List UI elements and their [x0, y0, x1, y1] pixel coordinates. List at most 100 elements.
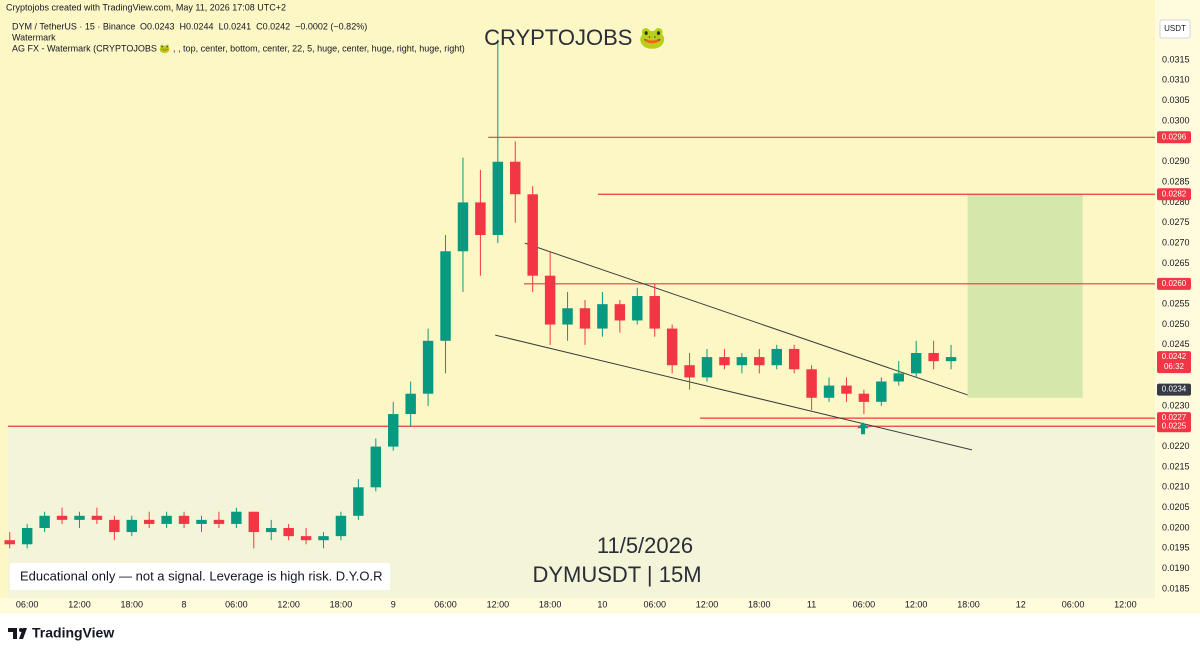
x-tick-label: 18:00	[748, 599, 771, 609]
candle-body	[754, 357, 765, 366]
candle-body	[806, 369, 817, 398]
y-tick-label: 0.0245	[1162, 339, 1190, 349]
candle-body	[928, 353, 939, 362]
price-tag	[1157, 420, 1191, 433]
x-tick-label: 06:00	[643, 599, 666, 609]
y-tick-label: 0.0190	[1162, 563, 1190, 573]
candle-body	[544, 275, 556, 325]
candle-body	[579, 308, 591, 329]
ohlc-value: C0.0242	[256, 21, 290, 31]
ohlc-value: H0.0244	[180, 21, 214, 31]
candle-body	[161, 515, 172, 524]
disclaimer: Educational only — not a signal. Leverag…	[20, 568, 383, 583]
y-tick-label: 0.0285	[1162, 176, 1190, 186]
price-tag-label: 0.0260	[1162, 279, 1187, 288]
candle-body	[74, 515, 85, 520]
y-tick-label: 0.0250	[1162, 319, 1190, 329]
candle-body	[353, 487, 364, 516]
y-tick-label: 0.0255	[1162, 299, 1190, 309]
y-tick-label: 0.0315	[1162, 54, 1190, 64]
candle-body	[684, 365, 695, 378]
trend-line	[524, 242, 968, 396]
x-tick-label: 06:00	[853, 599, 876, 609]
candle-body	[510, 161, 521, 195]
y-tick-label: 0.0290	[1162, 156, 1190, 166]
credit: Cryptojobs created with TradingView.com,…	[6, 2, 286, 12]
candle-body	[475, 202, 486, 235]
candle-body	[666, 328, 678, 366]
disclaimer-box	[10, 563, 390, 590]
x-tick-label: 10	[597, 599, 607, 609]
candle-body	[614, 304, 626, 321]
candle-body	[876, 381, 887, 402]
candle-body	[945, 357, 957, 362]
candle-body	[91, 515, 103, 520]
x-tick-label: 9	[391, 599, 396, 609]
price-tag-label: 0.0282	[1162, 189, 1187, 198]
y-tick-label: 0.0200	[1162, 522, 1190, 532]
x-tick-label: 11	[807, 599, 816, 609]
x-tick-label: 12:00	[277, 599, 300, 609]
y-tick-label: 0.0270	[1162, 237, 1190, 247]
candle-body	[56, 515, 68, 520]
candle-body	[649, 296, 660, 329]
y-tick-label: 0.0195	[1162, 543, 1190, 553]
brand: TradingView	[32, 625, 114, 641]
candle-body	[4, 540, 15, 545]
candle-body	[492, 161, 504, 235]
y-tick-label: 0.0230	[1162, 400, 1190, 410]
y-tick-label: 0.0215	[1162, 461, 1190, 471]
x-tick-label: 12	[1016, 599, 1026, 609]
candle-body	[736, 357, 748, 366]
candle-body	[788, 348, 800, 370]
candle-body	[248, 511, 260, 533]
position-box	[967, 194, 1083, 398]
y-tick-label: 0.0185	[1162, 583, 1190, 593]
price-tag-label: 0.0296	[1162, 132, 1187, 141]
x-tick-label: 12:00	[905, 599, 928, 609]
candle-body	[283, 528, 294, 537]
y-tick-label: 0.0220	[1162, 441, 1190, 451]
candle-body	[109, 519, 120, 533]
ohlc-value: L0.0241	[219, 21, 252, 31]
candle-body	[771, 348, 782, 366]
indicator-detail: AG FX - Watermark (CRYPTOJOBS 🐸 , , top,…	[12, 43, 465, 53]
candle-body	[632, 296, 643, 321]
candle-body	[893, 373, 904, 382]
price-tag	[1157, 383, 1191, 396]
x-tick-label: 06:00	[1062, 599, 1085, 609]
currency-box[interactable]	[1159, 19, 1191, 39]
candle-body	[265, 528, 277, 533]
candle-body	[527, 194, 538, 276]
price-tag	[1157, 277, 1191, 290]
candle-body	[858, 393, 870, 402]
date-text: 11/5/2026	[597, 533, 693, 558]
y-tick-label: 0.0300	[1162, 115, 1190, 125]
candle-body	[440, 251, 451, 341]
candle-body	[841, 385, 852, 394]
x-tick-label: 06:00	[434, 599, 457, 609]
y-tick-label: 0.0265	[1162, 258, 1190, 268]
currency[interactable]: USDT	[1164, 24, 1186, 33]
x-tick-label: 12:00	[487, 599, 510, 609]
arrow	[857, 422, 870, 435]
price-tag-label: 0.0227	[1162, 413, 1187, 422]
candle-body	[701, 357, 713, 378]
y-tick-label: 0.0205	[1162, 502, 1190, 512]
indicator: Watermark	[12, 32, 56, 42]
price-tag-label: 0.0234	[1162, 385, 1187, 394]
candle-body	[231, 511, 242, 524]
x-tick-label: 12:00	[1114, 599, 1137, 609]
y-tick-label: 0.0310	[1162, 75, 1190, 85]
symbol: DYM / TetherUS · 15 · Binance	[12, 21, 135, 31]
candle-body	[562, 308, 573, 325]
candle-body	[335, 515, 347, 537]
candle-body	[457, 202, 469, 252]
x-tick-label: 06:00	[16, 599, 39, 609]
y-tick-label: 0.0210	[1162, 482, 1190, 492]
chart-title: CRYPTOJOBS 🐸	[484, 25, 666, 50]
x-tick-label: 12:00	[68, 599, 91, 609]
candle-body	[823, 385, 835, 398]
candle-body	[213, 519, 225, 524]
